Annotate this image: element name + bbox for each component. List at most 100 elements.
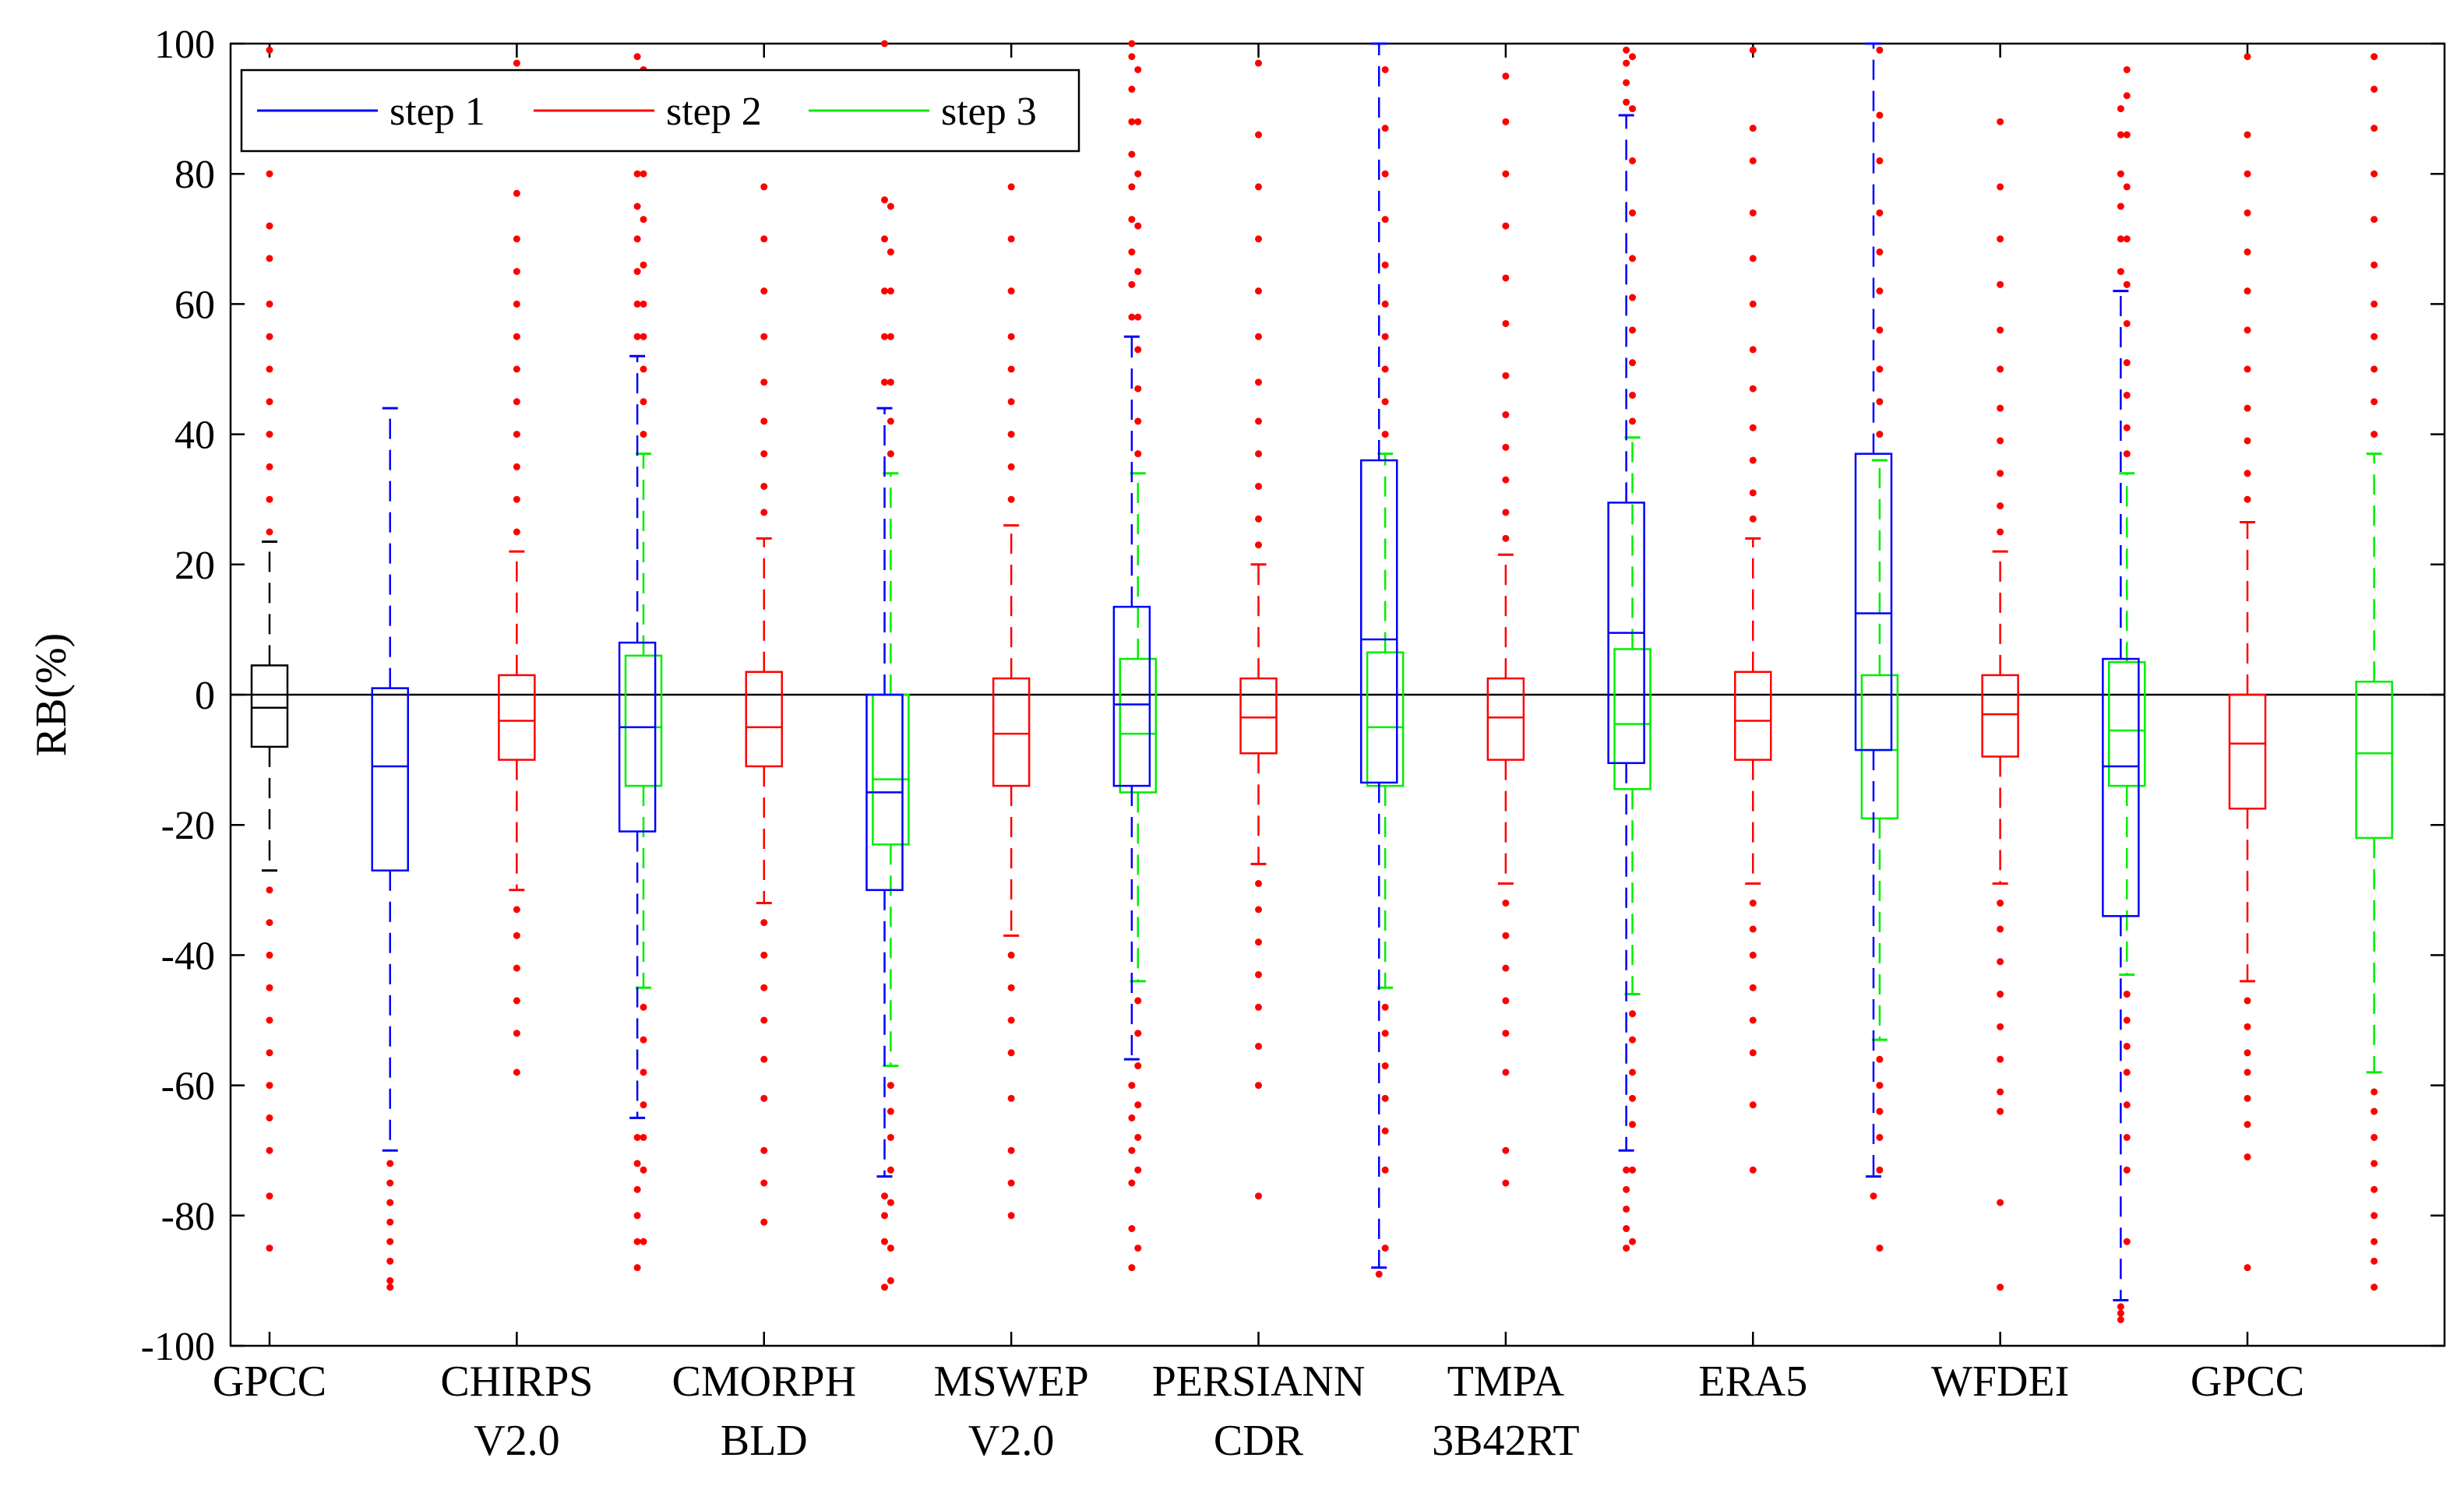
outlier-point (1876, 248, 1884, 256)
outlier-point (1629, 1010, 1637, 1018)
outlier-point (633, 235, 641, 243)
outlier-point (1128, 1114, 1136, 1121)
outlier-point (2244, 1264, 2251, 1272)
outlier-point (887, 1245, 894, 1252)
outlier-point (1629, 255, 1637, 262)
outlier-point (887, 333, 894, 340)
outlier-point (1997, 991, 2004, 998)
outlier-point (880, 1283, 888, 1291)
outlier-point (760, 450, 768, 458)
outlier-point (1876, 326, 1884, 334)
outlier-point (1749, 984, 1757, 991)
outlier-point (2244, 1023, 2251, 1030)
box-step3 (2108, 65, 2146, 1245)
outlier-point (1255, 1192, 1262, 1200)
outlier-point (633, 300, 641, 308)
outlier-point (1749, 157, 1757, 164)
outlier-point (2117, 170, 2124, 178)
outlier-point (1255, 938, 1262, 946)
outlier-point (386, 1218, 394, 1226)
outlier-point (1502, 411, 1510, 419)
outlier-point (1749, 489, 1757, 497)
iqr-box (1486, 677, 1525, 761)
outlier-point (2371, 300, 2378, 308)
outlier-point (1381, 333, 1389, 340)
outlier-point (2371, 216, 2378, 224)
outlier-point (2244, 287, 2251, 295)
outlier-point (640, 431, 647, 438)
outlier-point (760, 509, 768, 516)
outlier-point (1876, 398, 1884, 406)
outlier-point (513, 997, 520, 1005)
outlier-point (2371, 1283, 2378, 1291)
outlier-point (1749, 209, 1757, 217)
outlier-point (1876, 431, 1884, 438)
outlier-point (1502, 319, 1510, 327)
box-step3 (1119, 65, 1158, 1252)
iqr-box (2228, 693, 2267, 810)
iqr-box (1981, 674, 2019, 758)
outlier-point (2123, 991, 2131, 998)
outlier-point (2244, 470, 2251, 477)
iqr-box (2102, 657, 2140, 917)
outlier-point (2371, 333, 2378, 340)
outlier-point (760, 1179, 768, 1187)
iqr-box (624, 654, 663, 787)
outlier-point (1134, 417, 1142, 425)
outlier-point (1128, 150, 1136, 158)
outlier-point (1255, 879, 1262, 887)
outlier-point (1502, 72, 1510, 80)
outlier-point (1502, 170, 1510, 178)
outlier-point (1255, 482, 1262, 490)
outlier-point (2123, 235, 2131, 243)
outlier-point (1255, 333, 1262, 340)
box-step2 (992, 183, 1031, 1220)
outlier-point (2123, 1166, 2131, 1174)
outlier-point (633, 1264, 641, 1272)
outlier-point (1502, 371, 1510, 379)
outlier-point (1749, 300, 1757, 308)
outlier-point (1997, 365, 2004, 373)
outlier-point (1502, 118, 1510, 125)
outlier-point (760, 1094, 768, 1102)
outlier-point (1749, 1101, 1757, 1109)
outlier-point (386, 1238, 394, 1245)
outlier-point (640, 1036, 647, 1044)
outlier-point (1629, 1238, 1637, 1245)
box-step3 (1860, 46, 1899, 1252)
outlier-point (1381, 125, 1389, 132)
outlier-point (266, 1082, 273, 1090)
outlier-point (266, 333, 273, 340)
outlier-point (1255, 235, 1262, 243)
outlier-point (880, 196, 888, 204)
outlier-point (1255, 379, 1262, 386)
outlier-point (760, 183, 768, 191)
category-label: PERSIANN (1152, 1357, 1366, 1406)
outlier-point (1381, 1030, 1389, 1037)
outlier-point (1007, 1146, 1015, 1154)
outlier-point (1128, 118, 1136, 125)
box-step1 (1854, 42, 1893, 1200)
iqr-box (2108, 660, 2146, 787)
outlier-point (513, 495, 520, 503)
outlier-point (1870, 1192, 1877, 1200)
outlier-point (1134, 997, 1142, 1005)
outlier-point (1876, 1055, 1884, 1063)
outlier-point (2123, 450, 2131, 458)
legend-label: step 1 (390, 90, 485, 134)
outlier-point (1623, 1225, 1630, 1233)
outlier-point (760, 1146, 768, 1154)
box-step2 (2228, 53, 2267, 1272)
outlier-point (640, 1003, 647, 1011)
outlier-point (386, 1276, 394, 1284)
outlier-point (2117, 235, 2124, 243)
outlier-point (2244, 209, 2251, 217)
outlier-point (386, 1160, 394, 1167)
outlier-point (266, 1049, 273, 1057)
outlier-point (1007, 398, 1015, 406)
outlier-point (887, 1276, 894, 1284)
outlier-point (887, 1133, 894, 1141)
outlier-point (513, 1030, 520, 1037)
outlier-point (2244, 1121, 2251, 1128)
outlier-point (513, 1069, 520, 1076)
